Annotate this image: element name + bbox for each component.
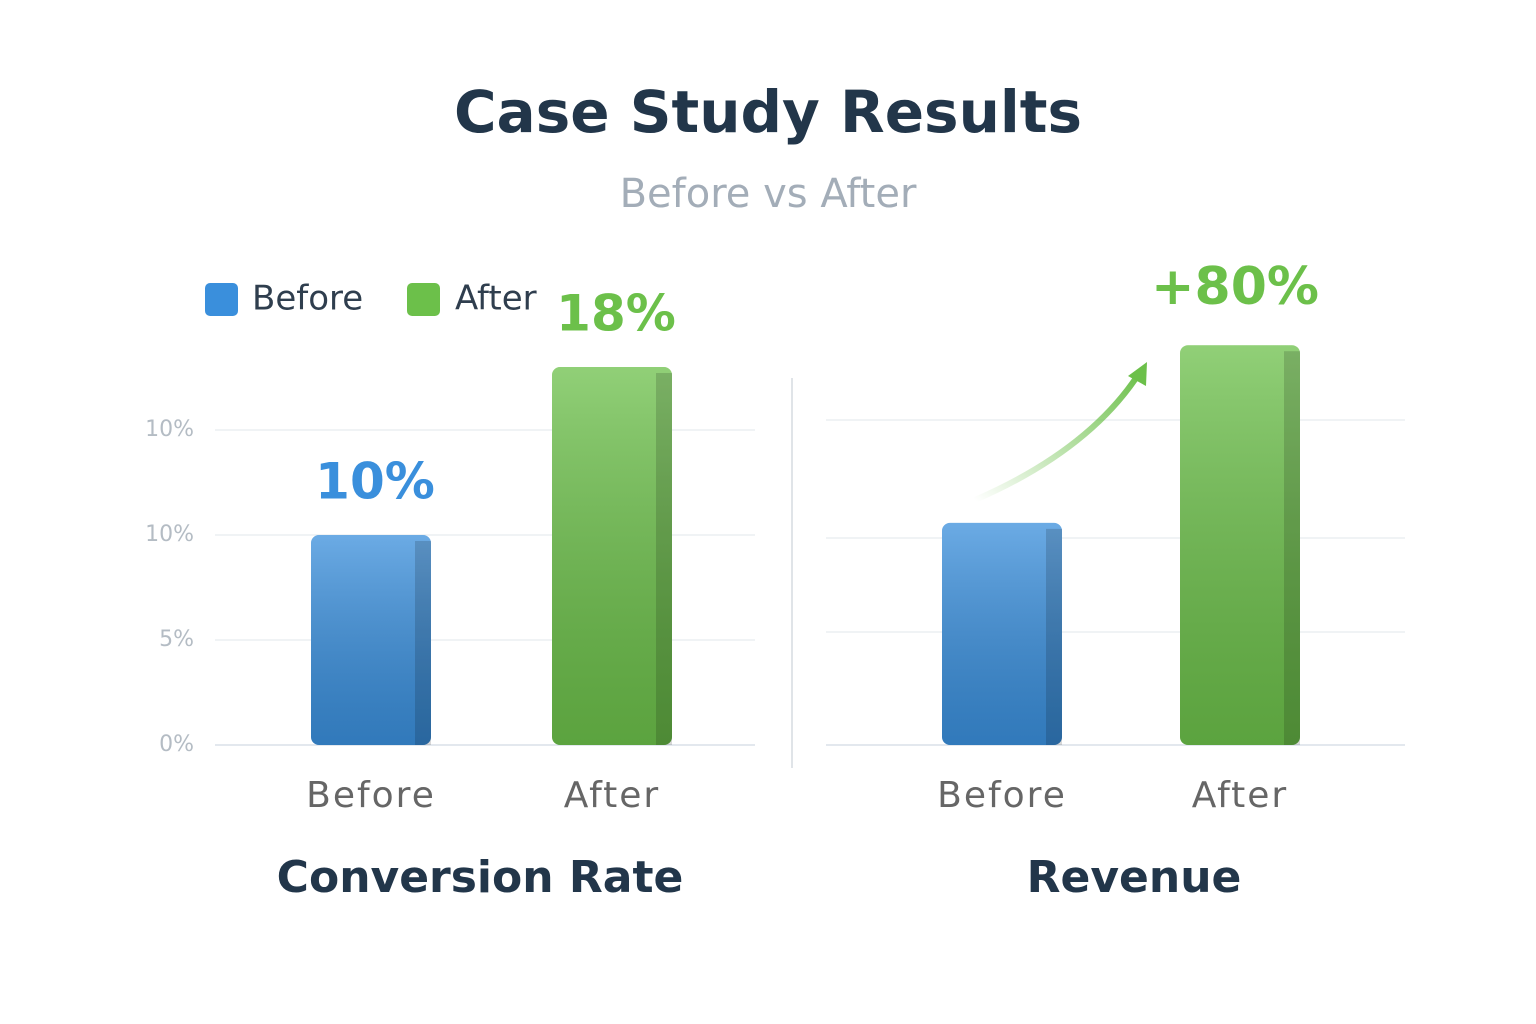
bar-shade xyxy=(942,522,1062,745)
legend-label: After xyxy=(455,279,537,319)
page-subtitle: Before vs After xyxy=(620,171,917,217)
revenue-grid xyxy=(826,419,1405,633)
page-title: Case Study Results xyxy=(454,78,1082,146)
annotation: +80% xyxy=(1151,257,1319,317)
x-tick-label: Before xyxy=(306,775,436,816)
y-tick-label: 10% xyxy=(145,417,194,442)
x-tick-label: After xyxy=(564,775,660,816)
y-tick-label: 5% xyxy=(159,627,194,652)
bar-shade xyxy=(552,367,672,745)
y-tick-label: 0% xyxy=(159,732,194,757)
bar-side xyxy=(656,373,672,745)
y-tick-label: 10% xyxy=(145,522,194,547)
arrow-head xyxy=(1128,362,1147,386)
x-tick-label: After xyxy=(1192,775,1288,816)
bar-side xyxy=(415,541,431,745)
legend-swatch xyxy=(205,283,238,316)
bar-shade xyxy=(1180,345,1300,745)
chart-title: Conversion Rate xyxy=(277,852,684,903)
bar-shade xyxy=(311,535,431,745)
data-label: 18% xyxy=(556,285,676,343)
bar-side xyxy=(1284,351,1300,745)
x-tick-label: Before xyxy=(937,775,1067,816)
legend-label: Before xyxy=(252,279,363,319)
chart-title: Revenue xyxy=(1027,852,1242,903)
trend-arrow xyxy=(972,369,1143,503)
legend-swatch xyxy=(407,283,440,316)
data-label: 10% xyxy=(315,453,435,511)
bar-side xyxy=(1046,528,1062,745)
